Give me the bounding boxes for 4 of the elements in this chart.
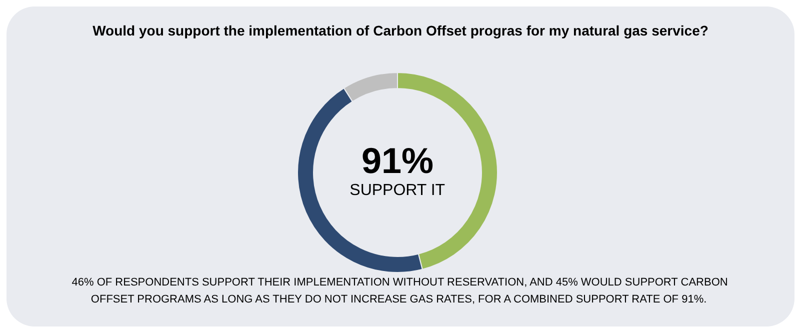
text: 91% (361, 140, 434, 181)
text: SUPPORT IT (350, 182, 446, 199)
text: 46% OF RESPONDENTS SUPPORT THEIR IMPLEMENTATION WITHOUT RESERVATION, AND 45% WOULD SUPPORT CARBON OFFSET PROGRAMS AS LONG AS THEY DO NOT INCREASE GAS RATES, FOR A COMBINED SUPPORT RATE OF 91%. (72, 276, 728, 306)
chart-title: Would you support the implementation of Carbon Offset progras for my natural gas service? (92, 22, 708, 38)
